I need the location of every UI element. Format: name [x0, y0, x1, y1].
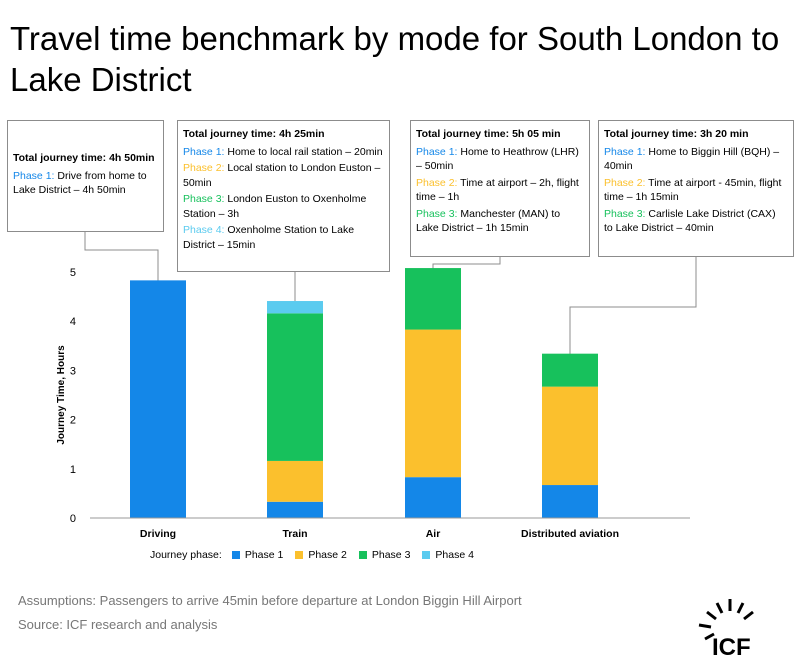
- bar-air-phase-1: [405, 477, 461, 518]
- legend-swatch: [295, 551, 304, 559]
- callout-phase-label: Phase 1:: [183, 145, 225, 158]
- legend-item: Phase 4: [422, 549, 474, 561]
- callout-phase-label: Phase 1:: [604, 145, 646, 158]
- icf-logo: ICF: [698, 599, 754, 659]
- bar-train-phase-1: [267, 501, 323, 518]
- callout-train: Total journey time: 4h 25min Phase 1: Hom…: [177, 120, 390, 272]
- callout-phase-text: Home to Heathrow (LHR) – 50min: [416, 145, 579, 173]
- legend-item: Phase 3: [358, 549, 411, 561]
- legend: Journey phase: Phase 1 Phase 2 Phase 3 Phas…: [150, 549, 486, 561]
- bar-air-phase-2: [405, 329, 461, 478]
- bar-air-phase-3: [405, 268, 461, 330]
- chart-title: Travel time benchmark by mode for South …: [10, 20, 780, 98]
- bar-train-phase-2: [267, 460, 323, 502]
- logo-text: ICF: [712, 634, 751, 659]
- callout-phase: Phase 3: Manchester (MAN) to Lake Distri…: [416, 207, 583, 236]
- callout-total: Total journey time: 4h 50min: [13, 152, 155, 164]
- callout-phase: Phase 2: Local station to London Euston …: [183, 161, 383, 190]
- legend-item: Phase 2: [295, 549, 347, 561]
- callout-phase: Phase 1: Home to local rail station – 20…: [183, 145, 383, 160]
- callout-driving: Total journey time: 4h 50min Phase 1: Dri…: [7, 120, 164, 232]
- x-tick-label: Train: [282, 528, 307, 540]
- legend-label: Phase 4: [435, 549, 474, 561]
- legend-swatch: [358, 551, 367, 559]
- callout-phase-label: Phase 2:: [604, 176, 646, 189]
- legend-label: Phase 3: [371, 549, 411, 561]
- y-tick-label: 0: [70, 513, 76, 525]
- callout-phase-text: Manchester (MAN) to Lake District – 1h 1…: [416, 207, 561, 235]
- callout-phase-text: Time at airport - 45min, flight time – 1…: [604, 176, 782, 204]
- callout-phase-label: Phase 4:: [183, 224, 225, 236]
- callout-phase: Phase 3: London Euston to Oxenholme Stat…: [183, 192, 383, 221]
- y-axis-ticks: 0 1 2 3 4 5: [70, 267, 76, 525]
- assumptions-note: Assumptions: Passengers to arrive 45min …: [18, 593, 522, 608]
- source-note: Source: ICF research and analysis: [18, 617, 218, 632]
- x-tick-label: Air: [426, 528, 441, 540]
- bar-driving-phase-1: [130, 280, 186, 518]
- callout-phase: Phase 1: Home to Biggin Hill (BQH) – 40m…: [604, 145, 787, 174]
- bars: [130, 268, 598, 518]
- legend-title: Journey phase:: [150, 549, 222, 561]
- callout-phase-label: Phase 3:: [416, 207, 458, 220]
- x-axis-labels: Driving Train Air Distributed aviation: [140, 528, 619, 540]
- callout-phase-text: Carlisle Lake District (CAX) to Lake Dis…: [604, 207, 776, 235]
- callout-connector: [569, 257, 697, 355]
- callout-total: Total journey time: 5h 05 min: [416, 128, 561, 140]
- callout-phase-text: Drive from home to Lake District – 4h 50…: [13, 169, 147, 197]
- callout-air: Total journey time: 5h 05 min Phase 1: Ho…: [410, 120, 590, 257]
- legend-label: Phase 1: [244, 549, 284, 561]
- legend-label: Phase 2: [308, 549, 347, 561]
- legend-item: Phase 1: [231, 549, 284, 561]
- callout-phase-label: Phase 3:: [183, 193, 225, 205]
- x-tick-label: Driving: [140, 528, 176, 540]
- bar-distributed-aviation-phase-1: [542, 485, 598, 518]
- y-axis-label: Journey Time, Hours: [56, 345, 67, 445]
- callout-phase-text: Home to local rail station – 20min: [224, 145, 383, 158]
- x-tick-label: Distributed aviation: [521, 528, 619, 540]
- callout-phase-label: Phase 3:: [604, 207, 646, 220]
- callout-phase: Phase 2: Time at airport – 2h, flight ti…: [416, 176, 583, 205]
- callout-connectors: [84, 232, 697, 355]
- bar-distributed-aviation-phase-2: [542, 386, 598, 486]
- legend-swatch: [422, 551, 431, 559]
- callout-phase-text: Time at airport – 2h, flight time – 1h: [416, 176, 579, 204]
- callout-total: Total journey time: 4h 25min: [183, 128, 325, 140]
- callout-phase-label: Phase 1:: [13, 169, 55, 182]
- bar-distributed-aviation-phase-3: [542, 353, 598, 387]
- callout-phase-text: Local station to London Euston – 50min: [183, 162, 381, 189]
- callout-phase: Phase 3: Carlisle Lake District (CAX) to…: [604, 207, 787, 236]
- callout-phase: Phase 2: Time at airport - 45min, flight…: [604, 176, 787, 205]
- bar-train-phase-4: [267, 301, 323, 314]
- callout-total: Total journey time: 3h 20 min: [604, 128, 749, 140]
- legend-swatch: [231, 551, 240, 559]
- y-tick-label: 4: [70, 316, 76, 328]
- callout-phase: Phase 1: Drive from home to Lake Distric…: [13, 169, 157, 198]
- callout-distributed-aviation: Total journey time: 3h 20 min Phase 1: Ho…: [598, 120, 794, 257]
- y-tick-label: 1: [70, 464, 76, 476]
- callout-phase-text: London Euston to Oxenholme Station – 3h: [183, 193, 367, 220]
- callout-phase: Phase 4: Oxenholme Station to Lake Distr…: [183, 223, 383, 252]
- callout-phase: Phase 1: Home to Heathrow (LHR) – 50min: [416, 145, 583, 174]
- callout-phase-label: Phase 2:: [183, 162, 225, 174]
- y-tick-label: 3: [70, 365, 76, 377]
- bar-train-phase-3: [267, 313, 323, 461]
- callout-connector: [84, 232, 159, 282]
- callout-phase-label: Phase 2:: [416, 176, 458, 189]
- y-tick-label: 5: [70, 267, 76, 279]
- callout-phase-label: Phase 1:: [416, 145, 458, 158]
- callout-connector: [432, 257, 501, 272]
- y-tick-label: 2: [70, 415, 76, 427]
- callout-phase-text: Oxenholme Station to Lake District – 15m…: [183, 224, 355, 251]
- callout-phase-text: Home to Biggin Hill (BQH) – 40min: [604, 145, 780, 173]
